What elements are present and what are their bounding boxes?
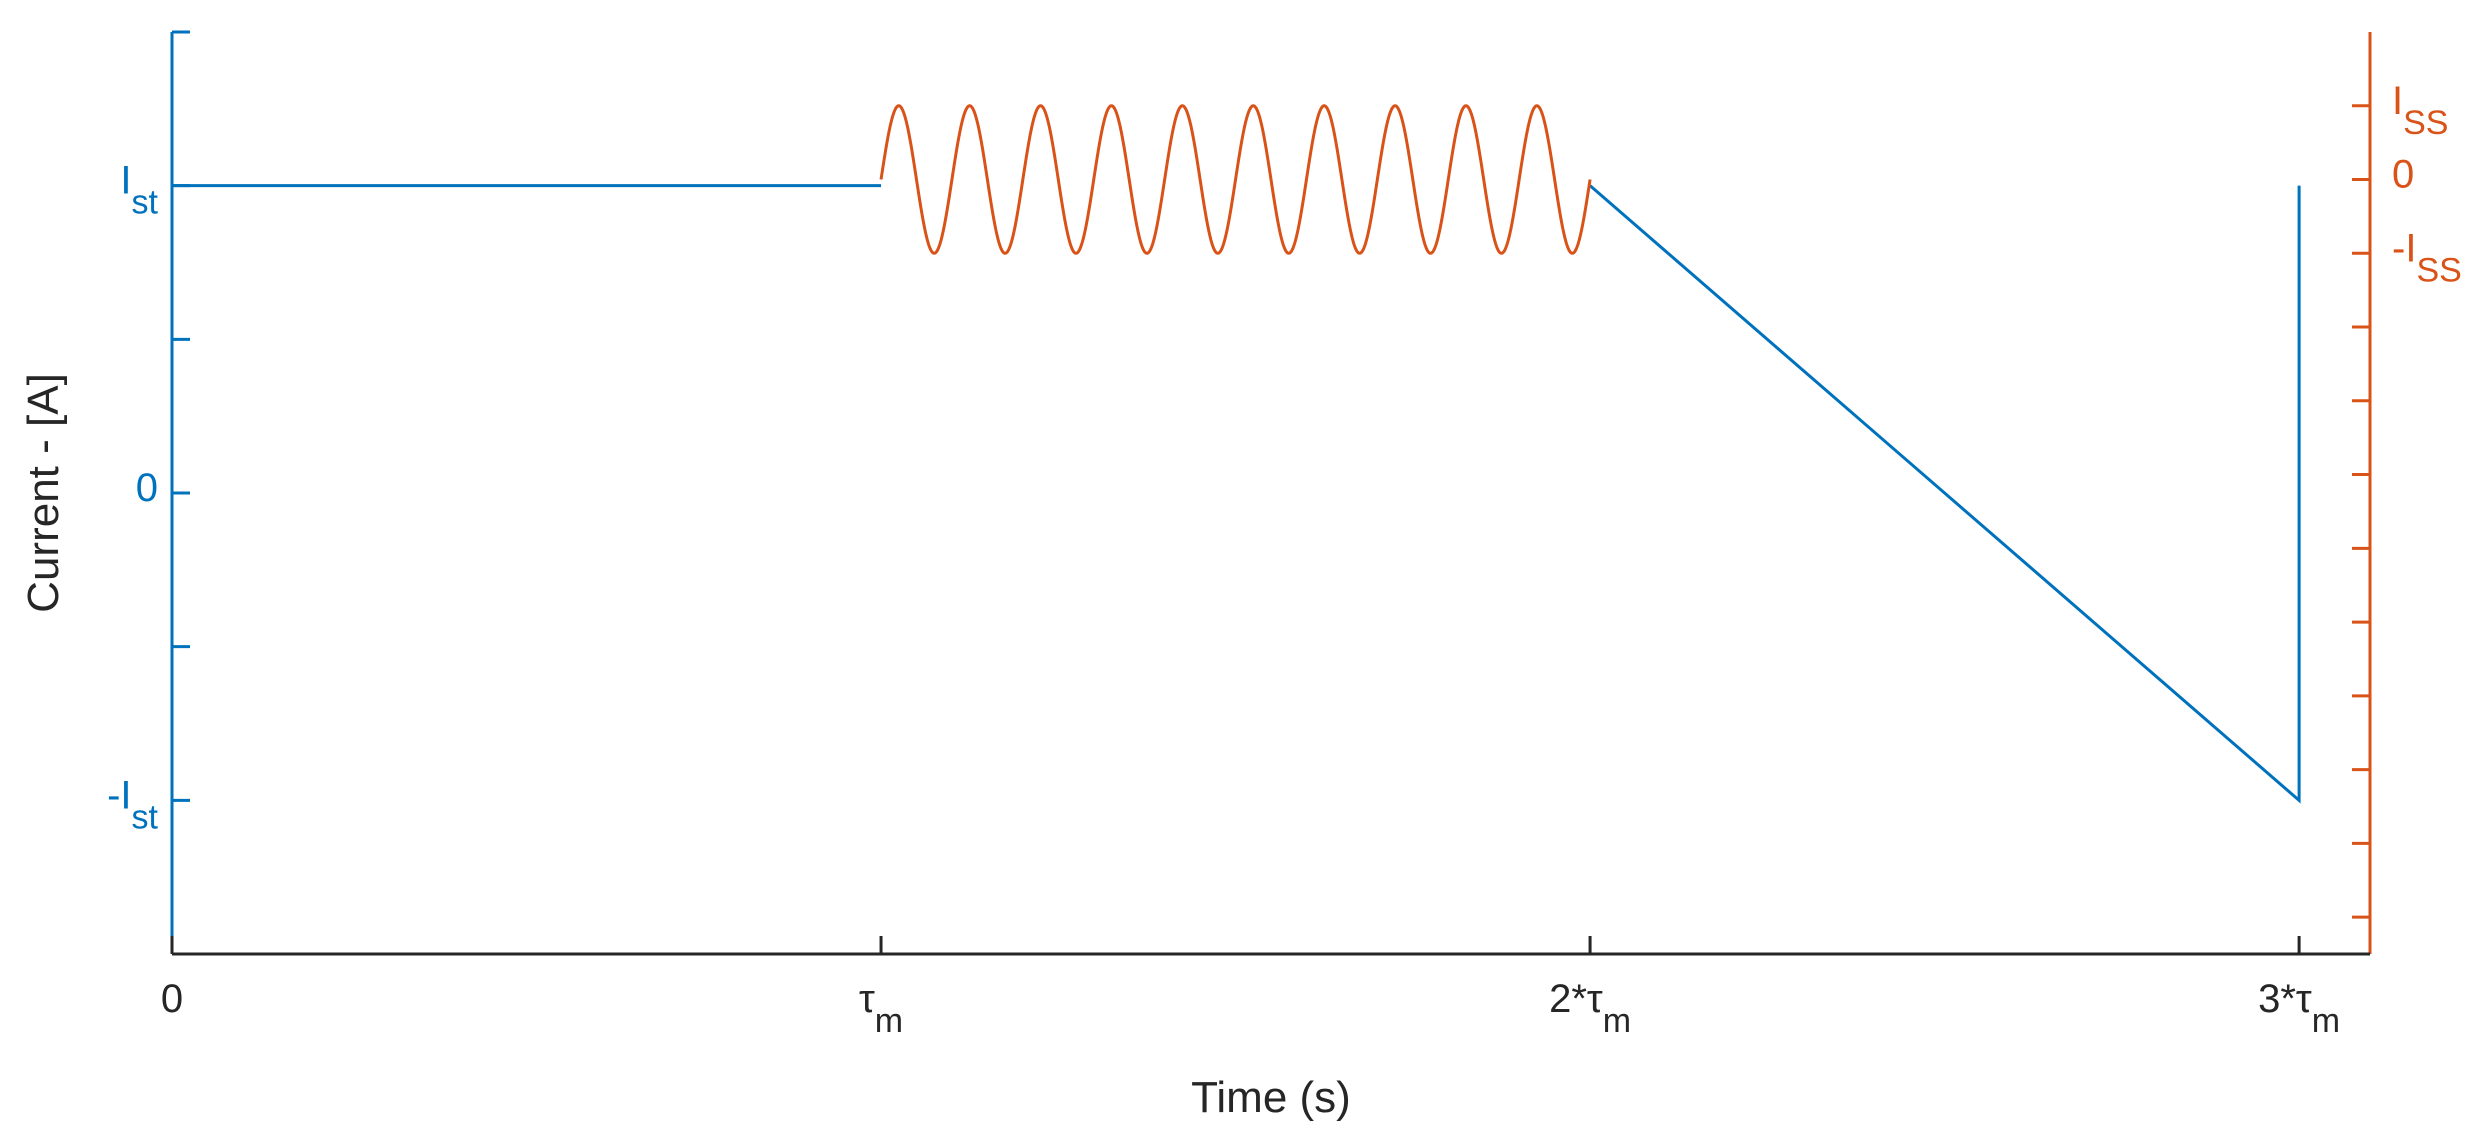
left-y-axis: Ist 0 -Ist	[107, 30, 190, 956]
x-axis-title: Time (s)	[1191, 1073, 1351, 1122]
series-line-segment	[1589, 184, 2301, 804]
x-axis: 0 τm 2*τm 3*τm	[161, 936, 2370, 1040]
right-y-axis: ISS 0 -ISS	[2352, 32, 2462, 954]
left-axis-tick-label: Ist	[120, 159, 158, 222]
left-axis-tick-label: -Ist	[107, 773, 158, 836]
x-axis-tick-label: τm	[859, 977, 903, 1040]
series-layer	[172, 104, 2301, 804]
x-axis-tick-label: 3*τm	[2258, 977, 2340, 1040]
right-axis-tick-label: 0	[2392, 153, 2414, 197]
right-axis-tick-label: -ISS	[2392, 226, 2462, 289]
x-axis-tick-label: 2*τm	[1549, 977, 1631, 1040]
series-line-sine	[879, 104, 1592, 255]
left-axis-tick-label: 0	[136, 466, 158, 510]
right-axis-tick-label: ISS	[2392, 79, 2448, 142]
y-axis-title: Current - [A]	[19, 373, 68, 613]
x-axis-tick-label: 0	[161, 977, 183, 1021]
